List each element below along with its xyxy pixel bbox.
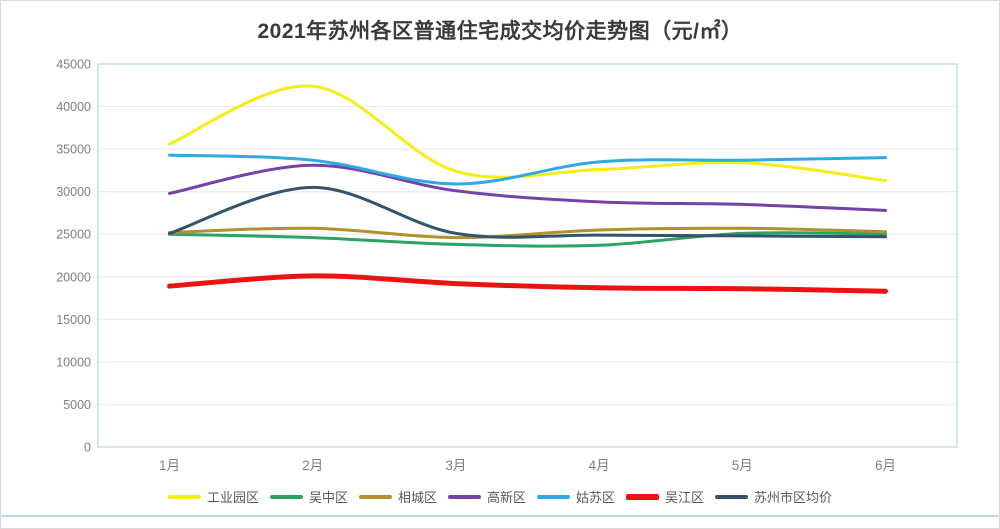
legend-label: 吴江区 bbox=[665, 489, 705, 505]
legend-item-2[interactable]: 相城区 bbox=[358, 489, 437, 505]
y-axis-label: 15000 bbox=[56, 313, 91, 327]
line-chart-plot: 0 5000 10000 15000 20000 25000 30000 35000 40000… bbox=[56, 58, 958, 473]
x-axis-label: 3月 bbox=[445, 458, 466, 473]
legend-label: 工业园区 bbox=[206, 489, 259, 505]
legend-line-swatch bbox=[537, 495, 570, 499]
x-axis-label: 1月 bbox=[159, 458, 180, 473]
plot-border bbox=[97, 63, 958, 448]
chart-title: 2021年苏州各区普通住宅成交均价走势图（元/㎡） bbox=[257, 20, 743, 43]
legend-line-swatch bbox=[447, 495, 481, 499]
y-axis-label: 30000 bbox=[56, 185, 91, 199]
legend-item-0[interactable]: 工业园区 bbox=[167, 489, 259, 505]
legend-line-swatch bbox=[167, 495, 201, 499]
x-axis-label: 6月 bbox=[875, 458, 896, 473]
legend-label: 相城区 bbox=[397, 489, 437, 505]
y-axis-label: 25000 bbox=[56, 228, 91, 242]
legend-label: 吴中区 bbox=[308, 489, 348, 505]
series-line-0 bbox=[168, 84, 887, 183]
legend-line-swatch bbox=[358, 495, 392, 499]
series-line-6 bbox=[168, 185, 887, 239]
legend-item-5[interactable]: 吴江区 bbox=[626, 491, 704, 504]
legend-item-4[interactable]: 姑苏区 bbox=[537, 491, 615, 504]
series-line-5 bbox=[167, 273, 888, 294]
y-axis-label: 40000 bbox=[56, 100, 91, 114]
series-line-4 bbox=[168, 153, 887, 186]
legend-item-6[interactable]: 苏州市区均价 bbox=[715, 491, 832, 504]
legend-item-1[interactable]: 吴中区 bbox=[269, 489, 348, 505]
legend-label: 姑苏区 bbox=[576, 489, 616, 505]
y-axis-label: 20000 bbox=[56, 270, 91, 284]
y-axis-label: 0 bbox=[84, 441, 91, 455]
y-axis-label: 45000 bbox=[56, 58, 91, 72]
bottom-divider bbox=[1, 515, 999, 517]
x-axis-label: 4月 bbox=[589, 458, 610, 473]
y-axis-label: 10000 bbox=[56, 355, 91, 369]
legend-item-3[interactable]: 高新区 bbox=[447, 489, 526, 505]
series-line-3 bbox=[168, 163, 887, 212]
y-axis-label: 5000 bbox=[63, 398, 91, 412]
legend-label: 苏州市区均价 bbox=[754, 489, 833, 505]
series-line-1 bbox=[168, 231, 887, 248]
series-line-2 bbox=[168, 226, 887, 240]
y-axis-label: 35000 bbox=[56, 143, 91, 157]
chart-legend: 工业园区 吴中区 相城区 高新区 姑苏区 吴江区 苏州市区均价 bbox=[1, 487, 999, 507]
x-axis-label: 5月 bbox=[732, 458, 753, 473]
legend-label: 高新区 bbox=[486, 489, 526, 505]
legend-line-swatch bbox=[715, 495, 749, 499]
legend-line-swatch bbox=[626, 494, 660, 500]
x-axis-label: 2月 bbox=[302, 458, 323, 473]
legend-line-swatch bbox=[269, 495, 303, 499]
